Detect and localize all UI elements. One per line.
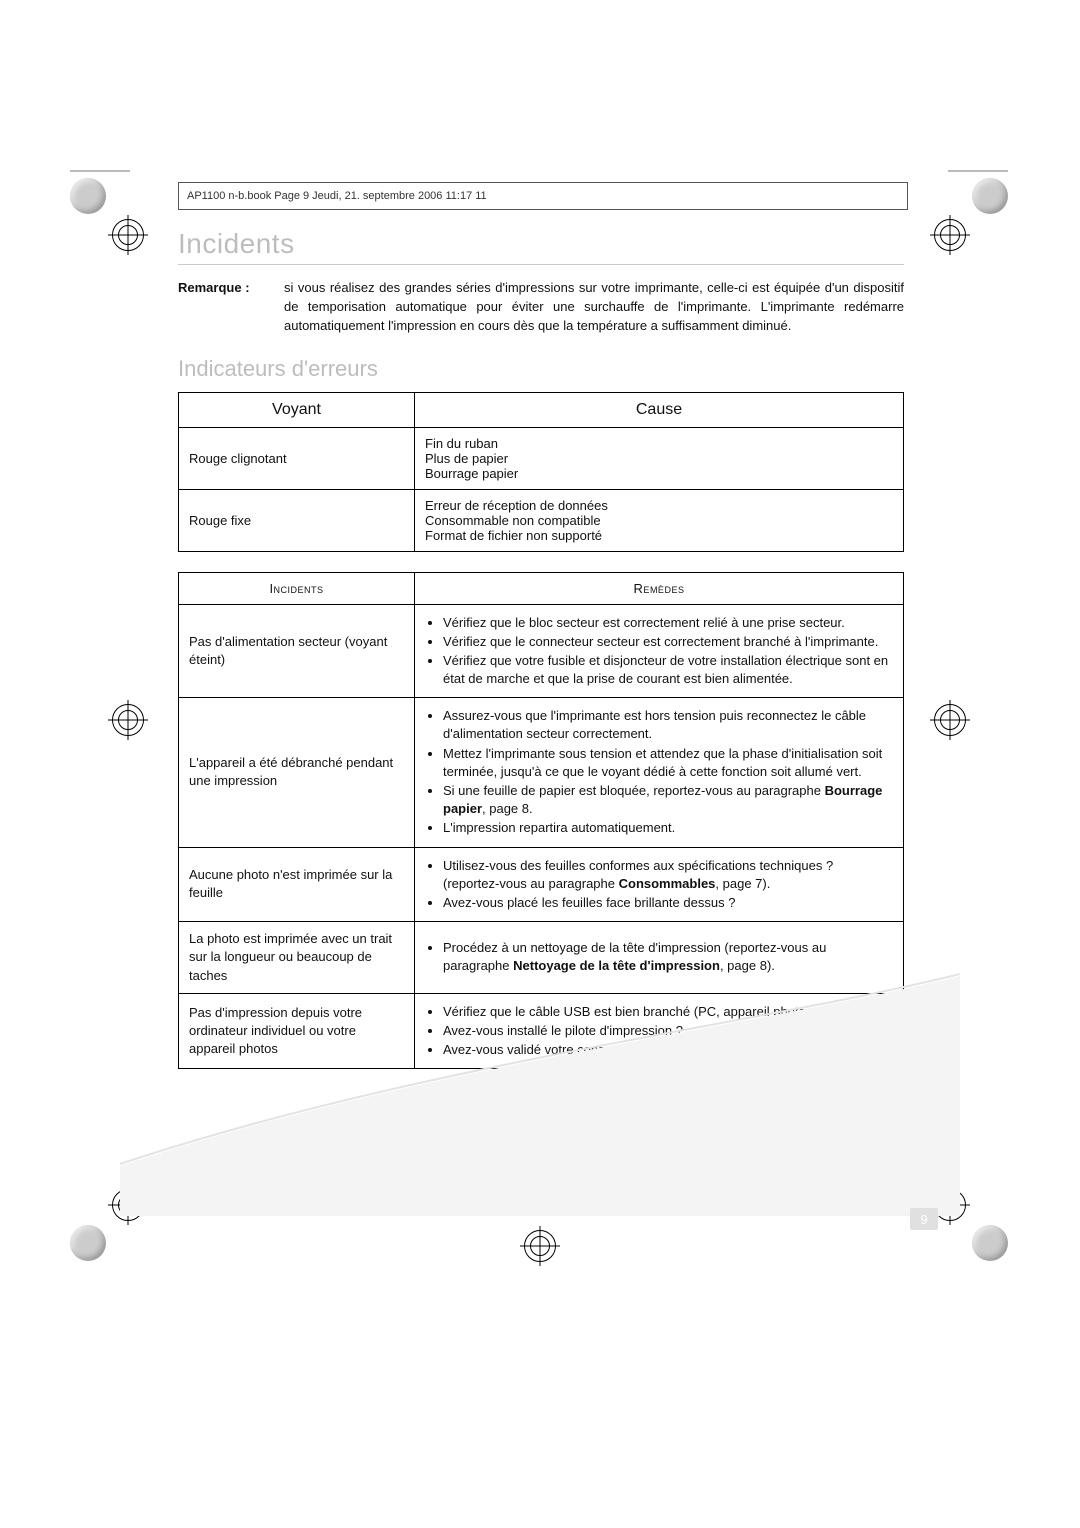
page-box: 9 <box>120 130 960 1220</box>
reg-mark-bc <box>520 1226 560 1266</box>
corner-dot-tl <box>70 178 106 214</box>
corner-dot-tr <box>972 178 1008 214</box>
page-number: 9 <box>910 1208 938 1230</box>
corner-dot-br <box>972 1225 1008 1261</box>
corner-dot-bl <box>70 1225 106 1261</box>
